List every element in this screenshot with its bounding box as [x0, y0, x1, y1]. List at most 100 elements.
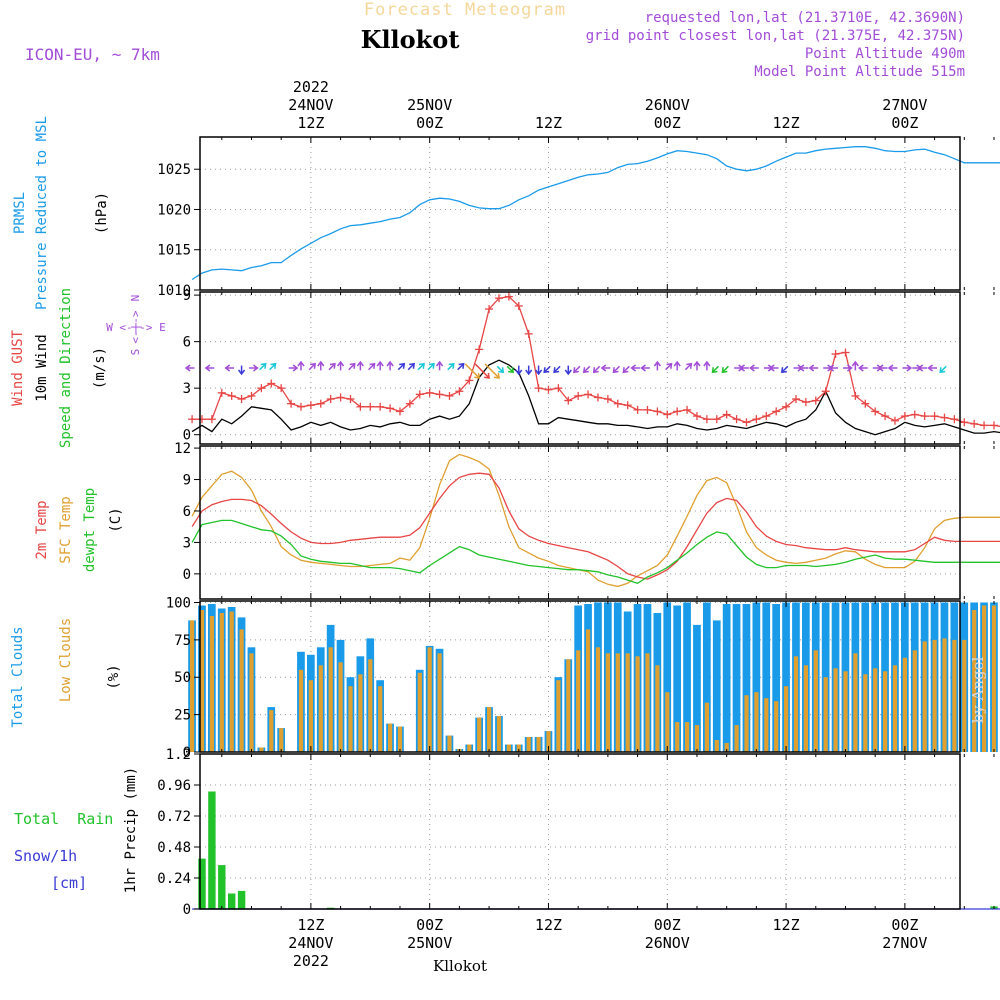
low-cloud-bar [536, 737, 541, 752]
low-cloud-bar [675, 722, 680, 752]
top-time-label: 26NOV [645, 96, 690, 114]
low-cloud-bar [427, 647, 432, 752]
total-cloud-bar [732, 604, 741, 752]
temp-unit: (C) [108, 507, 124, 532]
low-cloud-bar [249, 653, 254, 752]
bottom-time-label: 12Z [297, 916, 324, 934]
total-cloud-bar [772, 604, 780, 752]
low-cloud-bar [338, 662, 343, 752]
low-cloud-bar [645, 653, 650, 752]
low-cloud-bar [615, 653, 620, 752]
snow-label: Snow/1h [14, 847, 77, 865]
model-name: ICON-EU, ~ 7km [25, 45, 160, 64]
wind-arrow-head [600, 364, 607, 372]
top-time-label: 00Z [891, 114, 918, 132]
wind-arrow-head [939, 367, 946, 374]
bottom-time-label: 25NOV [407, 934, 452, 952]
low-cloud-bar [259, 747, 264, 752]
wind-arrow-head [292, 364, 299, 372]
wind-arrow-head [435, 360, 444, 367]
wind-arrow-head [525, 369, 533, 376]
bottom-time-label: 12Z [773, 916, 800, 934]
y-tick-label: 0.48 [157, 840, 191, 856]
total-cloud-bar [673, 605, 681, 752]
wind-arrow-head [184, 364, 191, 372]
wind-arrow-head [917, 364, 924, 372]
low-clouds-label: Low Clouds [58, 618, 74, 702]
wind-arrow-head [409, 362, 416, 369]
rain-bar [208, 791, 216, 909]
low-cloud-bar [298, 669, 304, 752]
y-tick-label: 25 [174, 708, 191, 724]
low-cloud-bar [595, 647, 601, 752]
wind-arrow-head [877, 364, 884, 372]
panel-frame [199, 291, 961, 445]
low-cloud-bar [526, 737, 531, 752]
wind-arrow-head [204, 364, 211, 372]
panel-frame [199, 445, 961, 600]
low-cloud-bar [685, 722, 690, 752]
low-cloud-bar [358, 674, 363, 752]
wind-arrow-head [349, 362, 356, 369]
wind-arrow [417, 363, 425, 371]
total-clouds-label: Total Clouds [10, 626, 26, 727]
low-cloud-bar [219, 613, 224, 752]
wind-arrow-head [356, 360, 364, 367]
low-cloud-bar [793, 656, 799, 752]
wind-arrow-head [260, 362, 267, 369]
wind-arrow-head [253, 364, 259, 372]
panel-frame [199, 753, 961, 910]
low-cloud-bar [744, 695, 749, 752]
wind-arrow [464, 363, 480, 379]
prmsl-desc-label: Pressure Reduced to MSL [34, 116, 50, 310]
y-tick-label: 12 [174, 441, 191, 457]
wind-arrow [622, 365, 630, 373]
wind-arrow-head [553, 367, 560, 374]
wind-arrow [496, 365, 504, 373]
wind-arrow-head [640, 364, 646, 372]
y-tick-label: 9 [183, 288, 191, 304]
low-cloud-bar [516, 744, 521, 752]
low-cloud-bar [962, 639, 967, 752]
top-time-label: 00Z [416, 114, 443, 132]
wind-arrow-head [666, 362, 673, 369]
y-tick-label: 1015 [157, 243, 191, 259]
wind-arrow-head [386, 360, 394, 367]
y-tick-label: 0 [183, 902, 191, 918]
t2m-label: 2m Temp [34, 500, 50, 559]
y-tick-label: 0 [183, 567, 191, 583]
y-tick-label: 1010 [157, 283, 191, 299]
low-cloud-bar [764, 698, 769, 752]
gust-line [192, 296, 1000, 427]
rain-bar [237, 890, 246, 909]
y-tick-label: 75 [174, 633, 191, 649]
low-cloud-bar [467, 744, 472, 752]
grid-point-coords: grid point closest lon,lat (21.375E, 42.… [586, 28, 965, 44]
wind-arrow-head [297, 360, 305, 367]
wind-arrow-head [573, 367, 579, 374]
bottom-time-label: 2022 [293, 952, 329, 970]
y-tick-label: 6 [183, 335, 191, 351]
compass-we: W <-|-> E [106, 321, 166, 334]
y-tick-label: 0 [183, 745, 191, 761]
wind-arrow-head [543, 367, 550, 374]
low-cloud-bar [269, 710, 274, 752]
low-cloud-bar [912, 650, 917, 752]
dewpt-label: dewpt Temp [82, 488, 98, 572]
wind-arrow-head [630, 364, 637, 372]
pressure-unit: (hPa) [94, 192, 110, 234]
low-cloud-bar [625, 653, 630, 752]
low-cloud-bar [239, 629, 244, 752]
top-time-label: 12Z [297, 114, 324, 132]
low-cloud-bar [784, 686, 789, 752]
wind-arrow-head [534, 369, 543, 376]
total-cloud-bar [693, 624, 701, 752]
wind-arrow-head [484, 372, 491, 379]
low-cloud-bar [576, 650, 581, 752]
wind-arrow-head [458, 362, 465, 369]
wind-arrow-head [493, 372, 500, 379]
low-cloud-bar [932, 639, 937, 752]
wind-arrow [684, 363, 692, 371]
low-cloud-bar [892, 665, 898, 752]
